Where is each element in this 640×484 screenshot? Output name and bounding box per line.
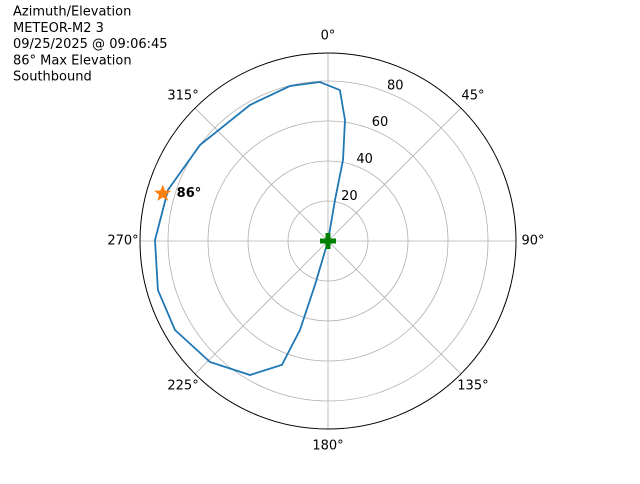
title-line: 09/25/2025 @ 09:06:45	[13, 37, 168, 52]
angle-tick-label: 180°	[312, 439, 343, 454]
title-line: METEOR-M2 3	[13, 21, 104, 36]
grid-spoke	[327, 107, 462, 242]
radial-tick-label: 80	[387, 78, 404, 93]
radial-tick-label: 40	[356, 152, 373, 167]
angle-tick-label: 90°	[521, 234, 544, 249]
radial-tick-label: 20	[341, 189, 358, 204]
angle-tick-label: 315°	[167, 89, 198, 104]
max-elevation-marker	[154, 184, 172, 201]
title-line: Southbound	[13, 70, 92, 85]
trajectory	[154, 81, 346, 376]
radial-tick-label: 60	[372, 115, 389, 130]
grid-spoke	[194, 107, 329, 242]
marker-annotation: 86°	[177, 186, 202, 201]
polar-frame	[139, 52, 517, 430]
grid-spoke	[327, 240, 462, 375]
grid-spoke	[194, 240, 329, 375]
angle-tick-label: 270°	[107, 234, 138, 249]
title-line: Azimuth/Elevation	[13, 5, 131, 20]
angle-tick-label: 135°	[457, 378, 488, 393]
start-marker	[320, 233, 336, 249]
angle-tick-label: 0°	[321, 29, 336, 44]
angle-tick-label: 225°	[167, 378, 198, 393]
angle-tick-label: 45°	[461, 89, 484, 104]
title-line: 86° Max Elevation	[13, 53, 132, 68]
